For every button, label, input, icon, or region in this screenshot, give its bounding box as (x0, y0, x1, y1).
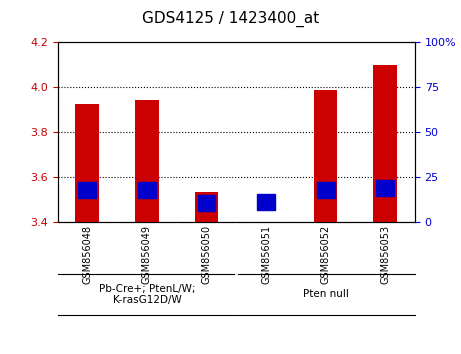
Bar (313, 90, 337, 222)
Text: Pten null: Pten null (302, 290, 349, 299)
Bar (78, 182, 96, 198)
Bar (195, 192, 219, 222)
Bar (198, 195, 215, 211)
Text: Pb-Cre+; PtenL/W;
K-rasG12D/W: Pb-Cre+; PtenL/W; K-rasG12D/W (99, 284, 195, 305)
Text: GDS4125 / 1423400_at: GDS4125 / 1423400_at (142, 11, 319, 27)
Bar (257, 194, 275, 210)
Bar (138, 182, 156, 198)
Text: GSM856052: GSM856052 (320, 225, 331, 284)
Text: GSM856048: GSM856048 (83, 225, 92, 284)
Bar (317, 182, 335, 198)
Text: GSM856053: GSM856053 (380, 225, 390, 284)
Text: GSM856049: GSM856049 (142, 225, 152, 284)
Bar (76, 104, 99, 222)
Bar (135, 100, 159, 222)
Bar (373, 65, 397, 222)
Text: GSM856051: GSM856051 (261, 225, 271, 284)
Text: GSM856050: GSM856050 (201, 225, 212, 284)
Bar (376, 179, 394, 196)
